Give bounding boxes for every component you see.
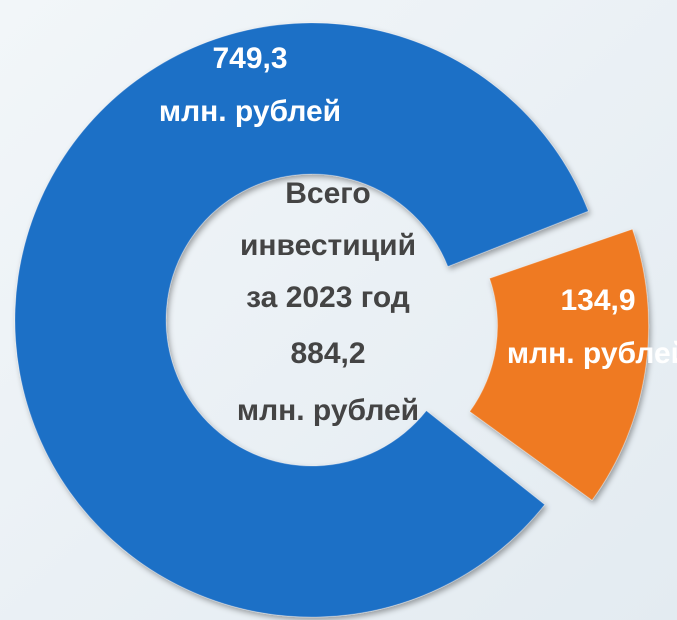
value-label: 749,3 bbox=[212, 42, 287, 75]
center-text: Всего bbox=[285, 177, 370, 210]
center-unit: млн. рублей bbox=[237, 394, 419, 427]
value-label: 134,9 bbox=[560, 284, 635, 317]
unit-label: млн. рублей bbox=[507, 337, 677, 370]
center-text: инвестиций bbox=[240, 229, 416, 262]
donut-slice bbox=[14, 22, 589, 618]
center-total: 884,2 bbox=[290, 337, 365, 370]
center-text: за 2023 год bbox=[246, 281, 410, 314]
unit-label: млн. рублей bbox=[159, 95, 341, 128]
donut-slice bbox=[469, 228, 650, 501]
